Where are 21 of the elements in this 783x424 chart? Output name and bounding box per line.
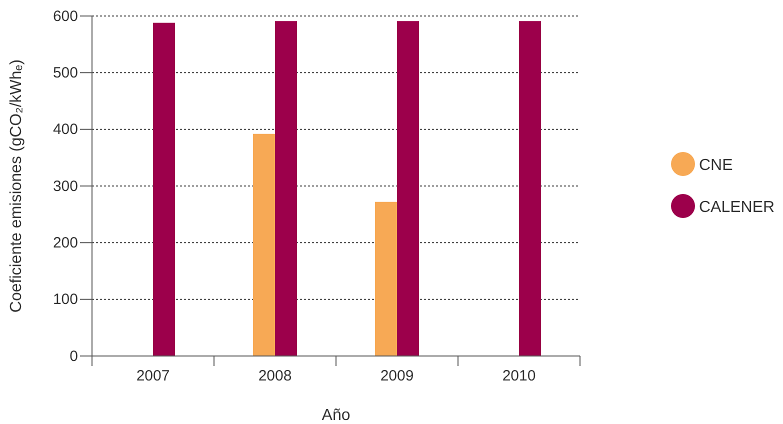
y-tick-label: 200 xyxy=(52,234,78,252)
y-tick-label: 300 xyxy=(52,178,78,195)
bar xyxy=(397,21,419,356)
bar xyxy=(275,21,297,356)
x-tick-label: 2007 xyxy=(136,368,170,385)
bar xyxy=(519,21,541,356)
y-tick-label: 600 xyxy=(52,8,78,25)
y-tick-label: 0 xyxy=(70,348,78,365)
legend-label: CNE xyxy=(699,157,733,174)
y-axis-title: Coeficiente emisiones (gCO₂/kWhₑ) xyxy=(8,59,25,313)
y-tick-label: 400 xyxy=(52,121,78,138)
legend-label: CALENER xyxy=(699,199,775,216)
bar xyxy=(253,134,275,356)
y-tick-label: 500 xyxy=(52,64,78,82)
y-tick-label: 100 xyxy=(52,291,78,308)
bar xyxy=(153,22,175,356)
x-tick-label: 2008 xyxy=(258,368,292,385)
bar xyxy=(375,202,397,356)
x-tick-label: 2010 xyxy=(502,368,536,385)
x-axis-title: Año xyxy=(322,407,350,424)
x-tick-label: 2009 xyxy=(380,368,414,385)
